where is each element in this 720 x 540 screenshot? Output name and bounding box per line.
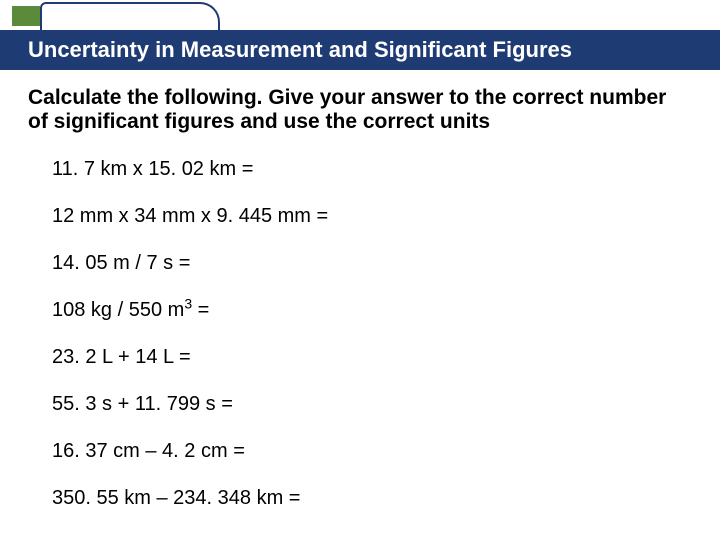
problem-item: 108 kg / 550 m3 = <box>52 299 672 322</box>
problem-item: 350. 55 km – 234. 348 km = <box>52 487 672 510</box>
problem-item: 14. 05 m / 7 s = <box>52 252 672 275</box>
title-bar: Uncertainty in Measurement and Significa… <box>0 30 720 70</box>
problem-list: 11. 7 km x 15. 02 km = 12 mm x 34 mm x 9… <box>52 158 672 534</box>
problem-item: 55. 3 s + 11. 799 s = <box>52 393 672 416</box>
instruction-text: Calculate the following. Give your answe… <box>28 86 688 134</box>
slide: Uncertainty in Measurement and Significa… <box>0 0 720 540</box>
problem-item: 23. 2 L + 14 L = <box>52 346 672 369</box>
tab-shape <box>40 2 220 32</box>
accent-square <box>12 6 40 26</box>
problem-item: 16. 37 cm – 4. 2 cm = <box>52 440 672 463</box>
problem-item: 11. 7 km x 15. 02 km = <box>52 158 672 181</box>
problem-item: 12 mm x 34 mm x 9. 445 mm = <box>52 205 672 228</box>
slide-title: Uncertainty in Measurement and Significa… <box>28 37 572 63</box>
